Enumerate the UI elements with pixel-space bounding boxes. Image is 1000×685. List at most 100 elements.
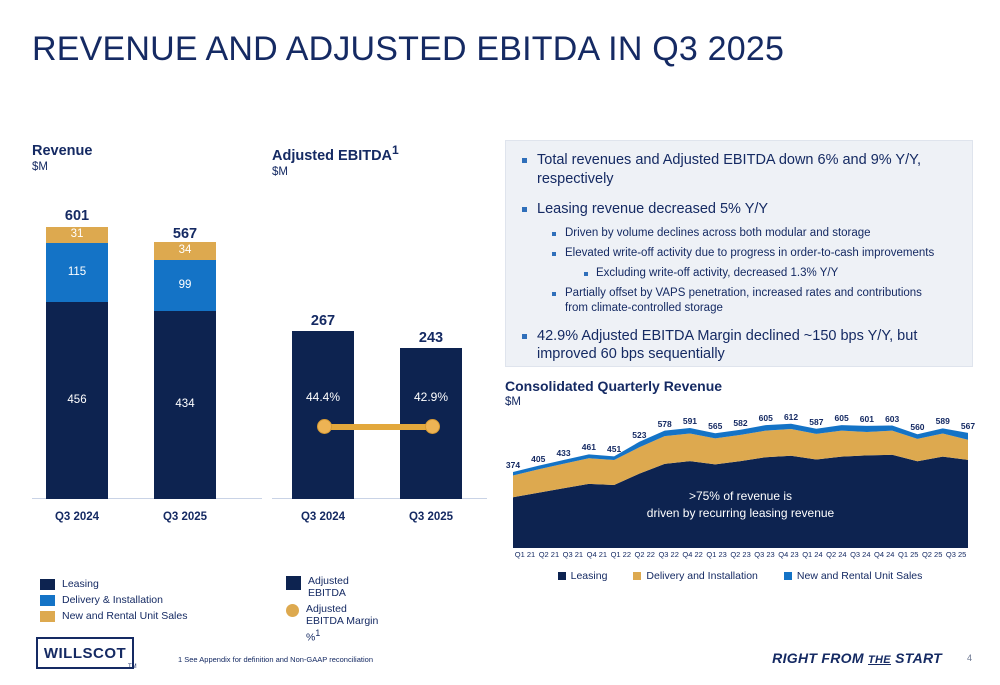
insights-panel: Total revenues and Adjusted EBITDA down … (505, 140, 973, 367)
quarterly-legend-swatch-leasing (557, 572, 566, 580)
quarterly-data-label: 591 (682, 415, 698, 426)
quarterly-data-label: 560 (910, 422, 925, 433)
quarterly-x-tick: Q1 21 (514, 550, 536, 559)
revenue-seg-value: 99 (178, 278, 192, 291)
ebitda-margin-label-1: 42.9% (413, 390, 449, 404)
quarterly-overlay-note: >75% of revenue is driven by recurring l… (513, 488, 968, 522)
bullet-square-icon (552, 291, 556, 296)
ebitda-chart-subtitle: $M (272, 165, 288, 178)
revenue-legend: Leasing Delivery & Installation New and … (40, 578, 187, 626)
legend-item-adjusted-ebitda: Adjusted EBITDA (286, 575, 384, 599)
quarterly-x-tick: Q1 23 (706, 550, 727, 559)
ebitda-margin-dot-0[interactable] (317, 419, 332, 434)
bullet-square-icon (522, 207, 527, 212)
tagline-part-the: THE (868, 654, 891, 666)
quarterly-legend-swatch-delivery (633, 572, 642, 580)
quarterly-x-tick: Q2 21 (538, 550, 560, 559)
legend-label-delivery: Delivery & Installation (62, 594, 163, 606)
tagline-part-3: START (890, 650, 942, 666)
quarterly-area-svg (513, 423, 968, 548)
quarterly-legend-label-leasing: Leasing (570, 570, 608, 582)
quarterly-x-tick: Q3 22 (658, 550, 679, 559)
revenue-seg-leasing-0: 456 (46, 302, 108, 499)
quarterly-data-label: 565 (708, 421, 723, 432)
quarterly-x-tick: Q2 22 (634, 550, 655, 559)
quarterly-legend-item-new-rental: New and Rental Unit Sales (783, 570, 922, 582)
insight-bullet-3: Elevated write-off activity due to progr… (506, 241, 972, 261)
quarterly-overlay-line-2: driven by recurring leasing revenue (646, 506, 835, 520)
ebitda-chart-title: Adjusted EBITDA1 (272, 143, 487, 164)
quarterly-legend-label-delivery: Delivery and Installation (646, 570, 758, 582)
quarterly-data-label: 587 (809, 416, 824, 427)
quarterly-data-label: 605 (834, 413, 849, 424)
revenue-seg-delivery-0: 115 (46, 243, 108, 302)
insight-bullet-6: 42.9% Adjusted EBITDA Margin declined ~1… (506, 316, 972, 364)
quarterly-x-tick: Q3 23 (754, 550, 775, 559)
quarterly-x-tick: Q1 24 (802, 550, 823, 559)
bullet-square-icon (584, 271, 588, 276)
quarterly-x-tick: Q4 21 (586, 550, 608, 559)
insight-bullet-text: 42.9% Adjusted EBITDA Margin declined ~1… (537, 327, 918, 363)
quarterly-data-label: 567 (960, 420, 976, 431)
consolidated-quarterly-revenue-chart: Consolidated Quarterly Revenue $M 374 405… (505, 378, 975, 618)
quarterly-x-tick: Q1 22 (610, 550, 631, 559)
quarterly-data-labels: 374 405 433 461 451 523 578 591 565 582 605 612 587 6… (506, 378, 975, 470)
legend-swatch-new-rental (40, 611, 55, 622)
revenue-seg-value: 456 (67, 393, 87, 406)
legend-label-new-rental: New and Rental Unit Sales (62, 610, 188, 622)
insight-bullet-text: Partially offset by VAPS penetration, in… (565, 286, 922, 314)
insight-bullet-text: Total revenues and Adjusted EBITDA down … (537, 152, 921, 187)
legend-swatch-ebitda-margin (286, 604, 299, 617)
quarterly-data-label: 433 (556, 448, 571, 459)
legend-swatch-leasing (40, 579, 55, 590)
quarterly-area-plot: >75% of revenue is driven by recurring l… (513, 418, 968, 548)
bullet-square-icon (552, 231, 556, 236)
ebitda-bar-q3-2024[interactable] (292, 331, 354, 499)
revenue-seg-value: 434 (175, 398, 195, 411)
quarterly-overlay-line-1: >75% of revenue is (688, 489, 793, 503)
revenue-seg-value: 34 (178, 244, 192, 257)
quarterly-data-label: 582 (733, 417, 748, 428)
quarterly-x-tick: Q3 24 (850, 550, 871, 559)
revenue-bar-q3-2025[interactable]: 34 99 434 (154, 242, 216, 499)
insight-bullet-4: Excluding write-off activity, decreased … (506, 261, 972, 281)
quarterly-data-label: 523 (632, 429, 647, 440)
adjusted-ebitda-chart: Adjusted EBITDA1 $M 267 44.4% Q3 2024 24… (272, 143, 487, 643)
revenue-seg-value: 115 (67, 265, 87, 278)
insight-bullet-0: Total revenues and Adjusted EBITDA down … (506, 141, 972, 188)
revenue-seg-delivery-1: 99 (154, 260, 216, 311)
ebitda-xlabel-0: Q3 2024 (300, 511, 346, 523)
quarterly-x-tick: Q3 21 (562, 550, 584, 559)
quarterly-legend-swatch-new-rental (783, 572, 792, 580)
ebitda-title-text: Adjusted EBITDA (272, 147, 393, 164)
bullet-square-icon (522, 158, 527, 163)
quarterly-x-tick: Q4 22 (682, 550, 703, 559)
willscot-logo-text: WILLSCOT (43, 644, 127, 662)
legend-item-ebitda-margin: Adjusted EBITDA Margin %1 (286, 603, 384, 644)
legend-label-ebitda-margin: Adjusted EBITDA Margin %1 (306, 603, 384, 644)
logo-trademark: TM (128, 664, 137, 670)
revenue-axis-line (32, 498, 262, 499)
ebitda-axis-line (272, 498, 487, 499)
insight-bullet-text: Excluding write-off activity, decreased … (596, 266, 839, 279)
legend-item-delivery: Delivery & Installation (40, 594, 187, 606)
quarterly-data-label: 578 (657, 418, 672, 429)
ebitda-margin-dot-1[interactable] (425, 419, 440, 434)
quarterly-x-tick: Q2 23 (730, 550, 751, 559)
revenue-bar-q3-2024[interactable]: 31 115 456 (46, 227, 108, 499)
tagline-part-1: RIGHT FROM (772, 650, 869, 666)
quarterly-x-tick: Q3 25 (945, 550, 967, 559)
quarterly-data-label: 374 (505, 460, 521, 471)
revenue-seg-new-rental-1: 34 (154, 242, 216, 260)
ebitda-total-0: 267 (310, 313, 336, 329)
quarterly-x-tick: Q2 24 (826, 550, 847, 559)
revenue-chart-title: Revenue (32, 143, 93, 159)
revenue-chart-subtitle: $M (32, 161, 48, 173)
ebitda-margin-label-0: 44.4% (305, 390, 341, 404)
quarterly-x-tick: Q4 23 (778, 550, 799, 559)
insight-bullet-1: Leasing revenue decreased 5% Y/Y (506, 188, 972, 219)
revenue-seg-leasing-1: 434 (154, 311, 216, 499)
revenue-total-0: 601 (64, 208, 90, 224)
legend-item-leasing: Leasing (40, 578, 187, 590)
willscot-logo: WILLSCOT (36, 637, 134, 669)
